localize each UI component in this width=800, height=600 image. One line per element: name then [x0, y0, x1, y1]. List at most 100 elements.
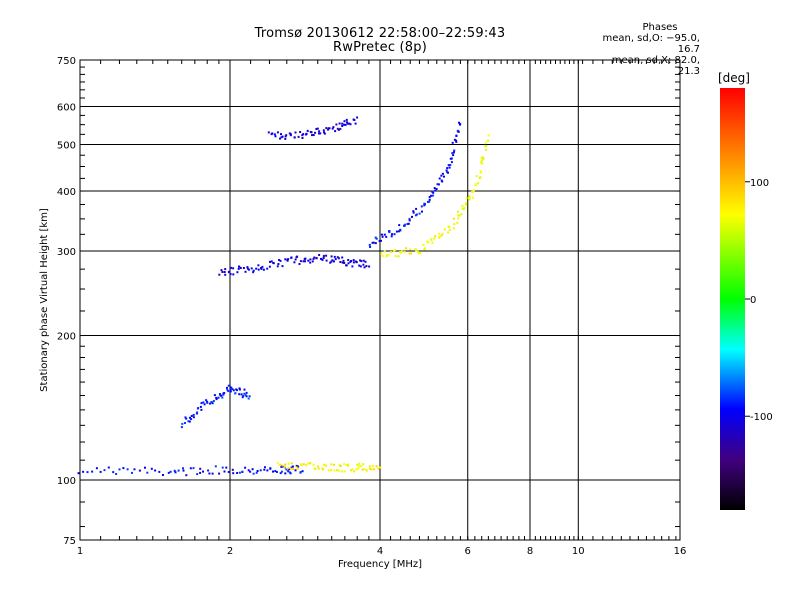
echo-point [440, 234, 443, 237]
echo-point [208, 472, 211, 475]
echo-point [445, 169, 448, 172]
echo-point [215, 398, 218, 401]
echo-point [281, 265, 284, 268]
echo-point [290, 462, 293, 465]
echo-point [394, 255, 397, 258]
echo-point [299, 471, 302, 474]
y-tick-label: 600 [57, 103, 76, 114]
echo-point [261, 265, 264, 268]
echo-point [403, 224, 406, 227]
echo-point [328, 127, 331, 130]
echo-point [229, 390, 232, 393]
echo-point [450, 161, 453, 164]
echo-point [363, 468, 366, 470]
echo-point [421, 210, 423, 213]
echo-point [360, 464, 363, 467]
echo-point [215, 396, 218, 399]
echo-point [241, 470, 244, 473]
echo-point [301, 470, 304, 473]
echo-point [465, 197, 468, 200]
echo-point [360, 260, 363, 263]
echo-point [267, 131, 270, 134]
echo-point [340, 470, 343, 473]
echo-point [427, 200, 430, 203]
echo-point [447, 225, 450, 228]
echo-point [279, 463, 282, 466]
echo-point [357, 467, 360, 470]
echo-point [274, 135, 277, 138]
echo-point [227, 390, 230, 393]
echo-point [418, 212, 421, 215]
echo-point [290, 466, 293, 469]
echo-point [230, 386, 233, 389]
echo-point [247, 397, 250, 400]
echo-point [350, 260, 353, 262]
echo-point [286, 259, 289, 262]
echo-point [438, 232, 441, 235]
echo-point [276, 265, 279, 268]
echo-point [318, 254, 321, 256]
echo-point [221, 396, 224, 399]
echo-point [309, 261, 312, 264]
echo-point [241, 396, 244, 399]
echo-point [408, 252, 411, 255]
echo-point [300, 464, 303, 467]
echo-point [315, 257, 318, 260]
echo-point [295, 466, 298, 469]
echo-point [245, 391, 248, 394]
minor-ticks [80, 60, 680, 540]
echo-point [325, 464, 328, 467]
echo-point [487, 139, 490, 142]
echo-point [449, 164, 452, 166]
echo-point [349, 123, 352, 126]
echo-point [441, 180, 444, 183]
echo-point [341, 261, 344, 264]
echo-point [200, 408, 203, 411]
echo-point [408, 219, 411, 222]
echo-point [408, 217, 411, 220]
echo-point [181, 422, 184, 425]
echo-point [236, 472, 239, 474]
echo-point [276, 131, 279, 134]
echo-point [338, 122, 341, 125]
echo-point [407, 222, 410, 225]
echo-point [281, 465, 284, 468]
echo-point [225, 466, 228, 469]
echo-point [448, 228, 451, 231]
echo-point [294, 131, 297, 134]
echo-point [420, 205, 423, 208]
echo-point [259, 469, 262, 472]
echo-point [322, 256, 325, 259]
echo-point [180, 426, 183, 429]
echo-point [285, 134, 288, 137]
echo-point [438, 235, 441, 238]
echo-point [383, 250, 386, 253]
echo-point [411, 215, 413, 218]
echo-point [330, 260, 333, 263]
echo-point [285, 468, 288, 471]
echo-point [185, 417, 188, 420]
echo-point [232, 267, 235, 270]
echo-point [211, 472, 214, 475]
echo-point [430, 190, 433, 193]
echo-point [220, 269, 223, 272]
echo-point [325, 254, 328, 257]
echo-point [342, 259, 345, 262]
echo-point [213, 394, 216, 397]
echo-point [391, 233, 393, 236]
echo-point [243, 388, 246, 391]
echo-point [223, 271, 226, 273]
echo-point [200, 402, 203, 405]
echo-point [343, 120, 346, 123]
echo-point [351, 468, 354, 471]
echo-point [484, 141, 487, 144]
echo-point [230, 266, 232, 269]
echo-point [452, 217, 455, 220]
echo-point [238, 471, 241, 474]
echo-point [468, 198, 471, 201]
echo-point [297, 465, 300, 468]
echo-point [319, 132, 322, 135]
echo-point [451, 152, 454, 155]
echo-point [347, 463, 350, 466]
echo-point [447, 164, 450, 167]
